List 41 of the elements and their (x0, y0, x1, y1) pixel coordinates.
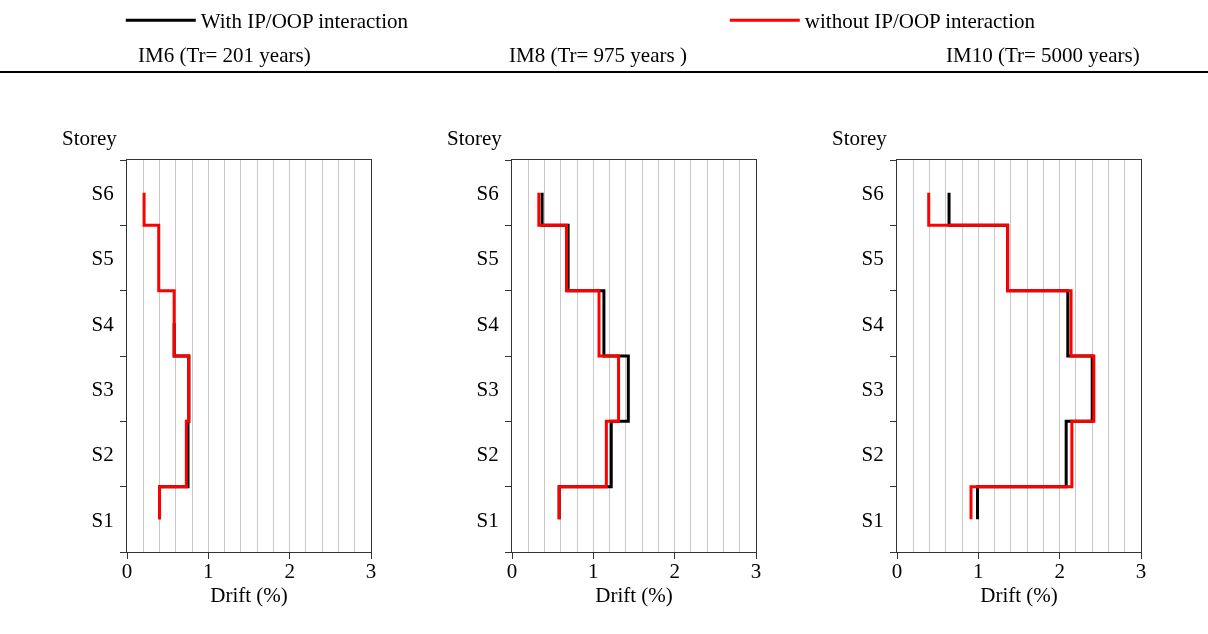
x-tick-label: 2 (284, 559, 295, 584)
y-tick-label: S1 (861, 507, 884, 532)
y-tick-label: S3 (91, 377, 114, 402)
y-tick-label: S5 (91, 246, 114, 271)
y-tick-label: S4 (91, 311, 115, 336)
x-tick-label: 1 (203, 559, 214, 584)
y-axis-title: Storey (832, 126, 888, 150)
y-tick-label: S5 (476, 246, 499, 271)
x-tick-label: 2 (669, 559, 680, 584)
chart-title: IM10 (Tr= 5000 years) (946, 43, 1140, 67)
y-tick-label: S6 (476, 181, 499, 206)
chart-title: IM6 (Tr= 201 years) (138, 43, 311, 67)
x-tick-label: 3 (365, 559, 377, 584)
x-tick-label: 3 (1135, 559, 1147, 584)
x-axis-title: Drift (%) (980, 583, 1058, 608)
x-tick-label: 3 (750, 559, 762, 584)
x-tick-label: 0 (891, 559, 903, 584)
x-axis-title: Drift (%) (210, 583, 288, 608)
y-axis-title: Storey (447, 126, 503, 150)
x-tick-label: 0 (121, 559, 133, 584)
y-tick-label: S4 (861, 311, 885, 336)
x-tick-label: 1 (973, 559, 984, 584)
y-tick-label: S5 (861, 246, 884, 271)
legend-label: With IP/OOP interaction (200, 9, 409, 34)
chart-title: IM8 (Tr= 975 years ) (509, 43, 687, 67)
y-tick-label: S6 (861, 181, 884, 206)
y-axis-title: Storey (62, 126, 118, 150)
x-tick-label: 2 (1054, 559, 1065, 584)
y-tick-label: S1 (476, 507, 499, 532)
y-tick-label: S3 (476, 377, 499, 402)
y-tick-label: S2 (861, 442, 884, 467)
y-tick-label: S6 (91, 181, 114, 206)
legend-label: without IP/OOP interaction (804, 9, 1036, 34)
y-tick-label: S3 (861, 377, 884, 402)
x-tick-label: 1 (588, 559, 599, 584)
y-tick-label: S4 (476, 311, 500, 336)
y-tick-label: S2 (91, 442, 114, 467)
y-tick-label: S1 (91, 507, 114, 532)
x-axis-title: Drift (%) (595, 583, 673, 608)
x-tick-label: 0 (506, 559, 518, 584)
y-tick-label: S2 (476, 442, 499, 467)
